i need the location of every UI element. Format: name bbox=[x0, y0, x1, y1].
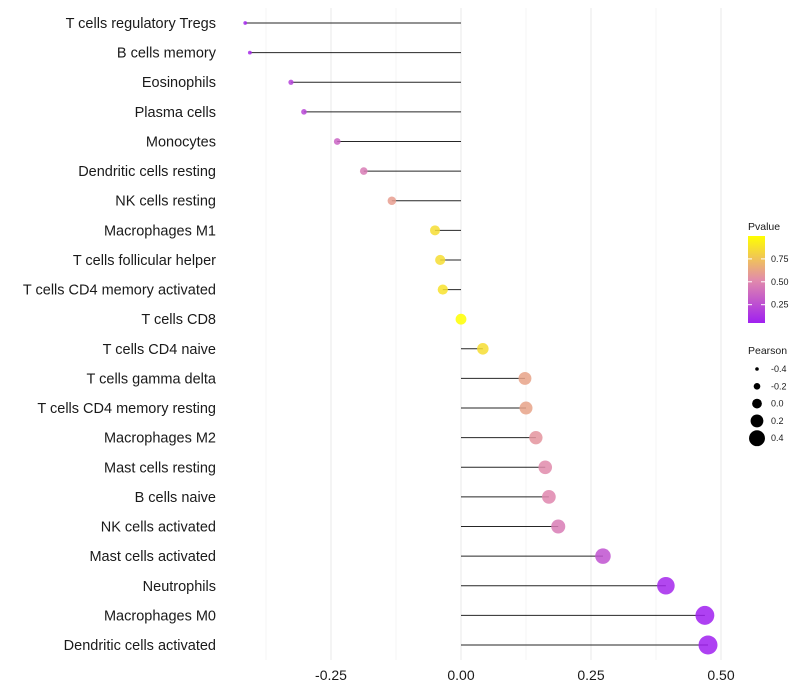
y-tick-label: T cells CD4 memory resting bbox=[37, 401, 216, 417]
pearson-legend: Pearson -0.4 -0.2 0.0 0.2 0.4 bbox=[748, 345, 787, 447]
y-tick-label: Macrophages M2 bbox=[104, 431, 216, 447]
lollipop-dot bbox=[519, 401, 533, 415]
x-tick-label: 0.00 bbox=[447, 667, 474, 683]
y-tick-label: B cells memory bbox=[117, 46, 217, 62]
lollipop-dot bbox=[595, 548, 611, 564]
pvalue-legend-title: Pvalue bbox=[748, 221, 780, 233]
lollipop-dot bbox=[387, 196, 397, 205]
pvalue-colorbar bbox=[748, 236, 765, 323]
size-legend-dot bbox=[755, 367, 759, 371]
y-axis-labels: T cells regulatory Tregs B cells memory Eo… bbox=[23, 16, 217, 654]
y-tick-label: B cells naive bbox=[135, 490, 216, 506]
lollipop-dot bbox=[301, 109, 307, 115]
size-legend-label: 0.0 bbox=[771, 399, 784, 409]
y-tick-label: T cells follicular helper bbox=[73, 253, 216, 269]
y-tick-label: T cells regulatory Tregs bbox=[66, 16, 216, 32]
lollipop-dot bbox=[333, 138, 341, 145]
x-tick-label: -0.25 bbox=[315, 667, 347, 683]
lollipop-dot bbox=[542, 490, 556, 504]
lollipop-dot bbox=[695, 605, 715, 625]
dot-layer bbox=[243, 21, 718, 655]
lollipop-dot bbox=[247, 50, 252, 55]
lollipop-dot bbox=[455, 313, 467, 325]
lollipop-dot bbox=[435, 254, 446, 266]
size-legend-label: -0.4 bbox=[771, 364, 787, 374]
y-tick-label: Mast cells activated bbox=[89, 549, 216, 565]
size-legend-dot bbox=[750, 414, 764, 428]
y-tick-label: Plasma cells bbox=[135, 105, 216, 121]
lollipop-dot bbox=[657, 576, 675, 595]
colorbar-tick-label: 0.50 bbox=[771, 277, 789, 287]
pearson-legend-title: Pearson bbox=[748, 345, 787, 357]
colorbar-tick-label: 0.25 bbox=[771, 300, 789, 310]
colorbar-tick-label: 0.75 bbox=[771, 254, 789, 264]
y-tick-label: Neutrophils bbox=[143, 579, 216, 595]
lollipop-dot bbox=[477, 343, 489, 355]
lollipop-dot bbox=[551, 519, 566, 534]
x-tick-label: 0.50 bbox=[707, 667, 734, 683]
lollipop-dot bbox=[437, 284, 448, 295]
grid-layer bbox=[265, 8, 722, 660]
y-tick-label: Dendritic cells resting bbox=[78, 164, 216, 180]
lollipop-dot bbox=[529, 431, 543, 445]
x-axis-ticks: -0.25 0.00 0.25 0.50 bbox=[315, 667, 735, 683]
size-legend-dot bbox=[753, 382, 761, 390]
lollipop-dot bbox=[538, 460, 553, 475]
y-tick-label: NK cells resting bbox=[115, 194, 216, 210]
y-tick-label: NK cells activated bbox=[101, 520, 216, 536]
size-legend-label: -0.2 bbox=[771, 381, 787, 391]
y-tick-label: Dendritic cells activated bbox=[64, 638, 216, 654]
lollipop-dot bbox=[698, 635, 718, 655]
lollipop-dot bbox=[430, 225, 440, 236]
y-tick-label: Eosinophils bbox=[142, 75, 216, 91]
y-tick-label: Macrophages M0 bbox=[104, 608, 216, 624]
stem-layer bbox=[245, 22, 708, 646]
size-legend-dot bbox=[752, 398, 762, 409]
y-tick-label: T cells CD4 naive bbox=[103, 342, 216, 358]
y-tick-label: Monocytes bbox=[146, 134, 216, 150]
size-legend-dot bbox=[749, 430, 765, 447]
pvalue-legend: Pvalue 0.25 0.50 0.75 bbox=[748, 221, 789, 323]
lollipop-dot bbox=[243, 21, 248, 25]
y-tick-label: T cells gamma delta bbox=[87, 371, 217, 387]
y-tick-label: T cells CD8 bbox=[141, 312, 216, 328]
size-legend-label: 0.4 bbox=[771, 433, 784, 443]
y-tick-label: Mast cells resting bbox=[104, 460, 216, 476]
x-tick-label: 0.25 bbox=[577, 667, 604, 683]
y-tick-label: T cells CD4 memory activated bbox=[23, 283, 216, 299]
lollipop-dot bbox=[288, 79, 294, 85]
size-legend-label: 0.2 bbox=[771, 416, 784, 426]
lollipop-dot bbox=[518, 371, 532, 385]
lollipop-dot bbox=[359, 167, 368, 175]
y-tick-label: Macrophages M1 bbox=[104, 223, 216, 239]
